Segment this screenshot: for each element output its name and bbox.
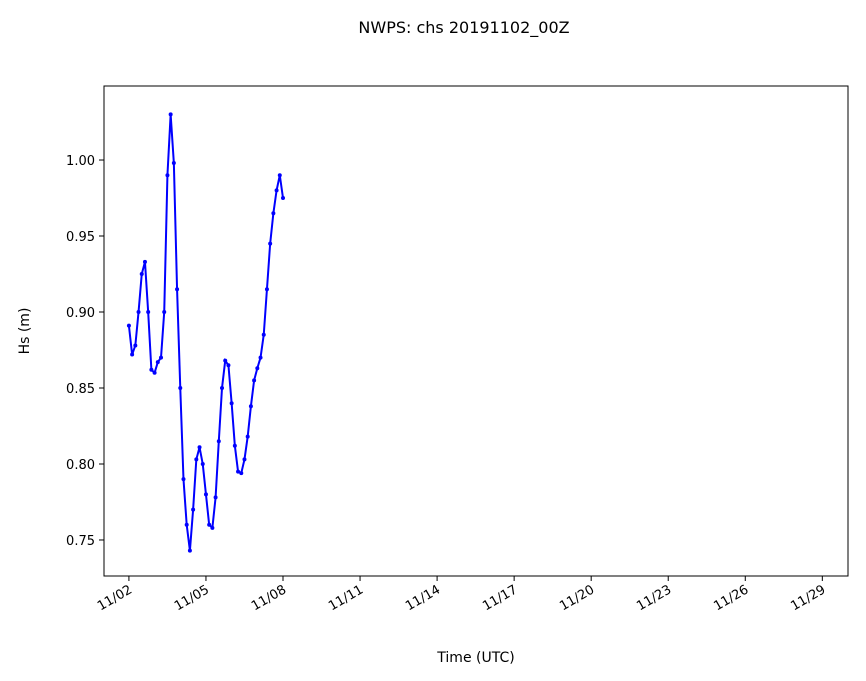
data-point	[171, 161, 176, 166]
data-point	[207, 522, 212, 527]
series-line	[127, 114, 284, 551]
data-point	[194, 457, 199, 462]
data-point	[229, 401, 234, 406]
x-tick-label: 11/11	[326, 582, 366, 614]
data-point	[268, 241, 273, 246]
data-point	[236, 469, 241, 474]
data-point	[220, 385, 225, 390]
x-tick-label: 11/05	[172, 582, 212, 614]
x-axis-label: Time (UTC)	[436, 650, 514, 666]
data-point	[252, 378, 257, 383]
data-point	[277, 173, 282, 178]
chart-title: NWPS: chs 20191102_00Z	[358, 18, 569, 38]
data-point	[133, 343, 138, 348]
data-point	[274, 188, 279, 193]
y-tick-label: 0.90	[66, 306, 95, 321]
data-point	[226, 363, 231, 368]
data-point	[191, 507, 196, 512]
plot-frame	[103, 85, 849, 577]
data-point	[149, 367, 154, 372]
data-point	[242, 457, 247, 462]
data-point	[200, 461, 205, 466]
data-point	[210, 525, 215, 530]
data-point	[168, 112, 173, 117]
data-point	[232, 443, 237, 448]
x-tick-label: 11/14	[403, 582, 443, 614]
data-point	[175, 287, 180, 292]
data-point	[203, 492, 208, 497]
data-point	[152, 370, 157, 375]
x-tick-label: 11/17	[480, 582, 520, 614]
data-point	[245, 434, 250, 439]
x-tick-label: 11/29	[788, 582, 828, 614]
data-point	[255, 366, 260, 371]
data-point	[216, 439, 221, 444]
data-point	[155, 360, 160, 365]
data-point	[261, 332, 266, 337]
data-point	[126, 323, 131, 328]
x-tick-label: 11/20	[557, 582, 597, 614]
y-tick-label: 0.95	[66, 230, 95, 245]
data-point	[187, 548, 192, 553]
data-point	[181, 477, 186, 482]
x-tick-label: 11/26	[711, 582, 751, 614]
data-point	[159, 355, 164, 360]
data-point	[184, 522, 189, 527]
data-point	[130, 352, 135, 357]
data-point	[271, 211, 276, 216]
data-point	[223, 358, 228, 363]
data-point	[258, 355, 263, 360]
data-point	[136, 310, 141, 315]
y-tick-label: 0.75	[66, 534, 95, 549]
data-point	[162, 310, 167, 315]
data-point	[197, 445, 202, 450]
x-tick-label: 11/08	[249, 582, 289, 614]
data-point	[146, 310, 151, 315]
data-point	[213, 495, 218, 500]
y-tick-label: 0.85	[66, 382, 95, 397]
y-tick-label: 1.00	[66, 154, 95, 169]
data-point	[142, 259, 147, 264]
data-point	[239, 471, 244, 476]
data-point	[248, 404, 253, 409]
x-tick-label: 11/02	[95, 582, 135, 614]
y-axis-label: Hs (m)	[17, 308, 33, 355]
data-point	[178, 385, 183, 390]
data-point	[165, 173, 170, 178]
x-tick-label: 11/23	[634, 582, 674, 614]
data-point	[139, 272, 144, 277]
data-point	[264, 287, 269, 292]
data-point	[281, 196, 286, 201]
y-tick-label: 0.80	[66, 458, 95, 473]
